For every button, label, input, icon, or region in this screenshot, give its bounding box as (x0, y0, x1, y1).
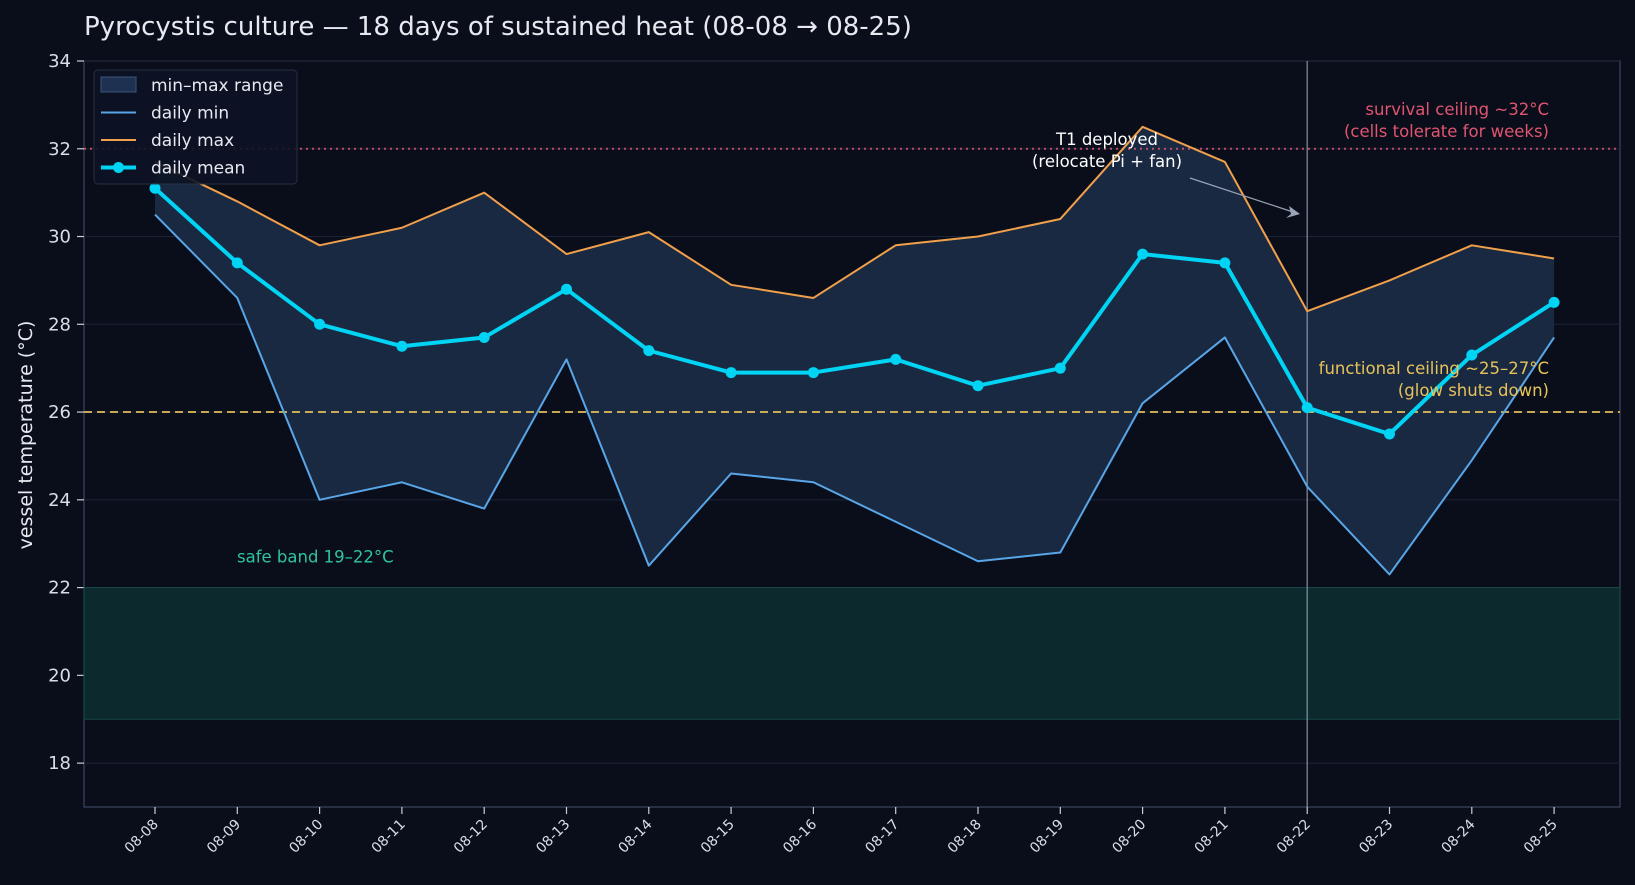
data-point-daily-mean (314, 318, 326, 330)
event-arrow-head (1286, 206, 1300, 218)
survival-ceiling-sublabel: (cells tolerate for weeks) (1344, 122, 1549, 141)
y-tick-label: 18 (48, 753, 71, 774)
legend-label: daily mean (151, 159, 245, 179)
legend-swatch (100, 76, 137, 93)
range-band (155, 126, 1555, 575)
legend-box (93, 69, 298, 185)
series-line-daily-max (154, 125, 1555, 313)
data-point-daily-mean (643, 345, 655, 357)
legend-label: min–max range (151, 76, 283, 96)
data-point-daily-mean (1301, 402, 1313, 414)
data-point-daily-mean (149, 182, 161, 194)
data-point-daily-mean (890, 353, 902, 365)
data-point-daily-mean (972, 380, 984, 392)
survival-ceiling-label: survival ceiling ~32°C (1365, 100, 1549, 119)
legend-label: daily min (151, 104, 229, 124)
data-point-daily-mean (1548, 296, 1560, 308)
y-tick-label: 32 (48, 139, 71, 160)
data-point-daily-mean (1219, 257, 1231, 269)
event-label: T1 deployed (1055, 130, 1158, 149)
legend: min–max range daily min daily max daily mea… (93, 69, 298, 185)
data-point-daily-mean (478, 331, 490, 343)
data-point-daily-mean (396, 340, 408, 352)
y-tick-label: 34 (48, 51, 71, 72)
series-line-daily-mean (153, 186, 1556, 436)
series-line-daily-min (154, 213, 1555, 576)
y-tick-label: 30 (48, 227, 71, 248)
event-sublabel: (relocate Pi + fan) (1032, 152, 1182, 171)
y-tick-label: 24 (48, 490, 71, 511)
functional-ceiling-label: functional ceiling ~25–27°C (1319, 359, 1549, 378)
data-point-daily-mean (1137, 248, 1149, 260)
data-point-daily-mean (231, 257, 243, 269)
chart-title: Pyrocystis culture — 18 days of sustaine… (84, 12, 912, 42)
legend-label: daily max (151, 131, 234, 151)
y-tick-label: 20 (48, 665, 71, 686)
y-tick-label: 28 (48, 314, 71, 335)
y-tick-label: 22 (48, 578, 71, 599)
data-point-daily-mean (1466, 349, 1478, 361)
data-point-daily-mean (725, 367, 737, 379)
data-point-daily-mean (1054, 362, 1066, 374)
functional-ceiling-sublabel: (glow shuts down) (1398, 381, 1549, 400)
data-point-daily-mean (1384, 428, 1395, 440)
data-point-daily-mean (561, 283, 572, 295)
event-arrow-line (1189, 177, 1297, 214)
legend-marker (113, 162, 124, 173)
safe-band-label: safe band 19–22°C (237, 548, 394, 567)
data-point-daily-mean (807, 367, 819, 379)
safe-band (83, 587, 1621, 720)
y-axis-label: vessel temperature (°C) (15, 321, 37, 550)
y-tick-label: 26 (48, 402, 71, 423)
